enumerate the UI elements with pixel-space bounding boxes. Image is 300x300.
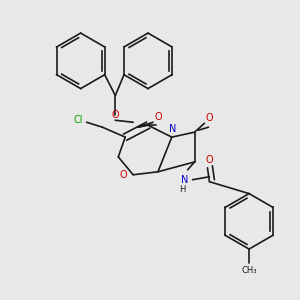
Text: O: O <box>206 155 213 165</box>
Text: N: N <box>169 124 176 134</box>
Text: O: O <box>119 170 127 180</box>
Text: N: N <box>181 175 188 185</box>
Text: CH₃: CH₃ <box>241 266 257 275</box>
Text: O: O <box>112 110 119 120</box>
Text: O: O <box>154 112 162 122</box>
Text: O: O <box>206 113 213 123</box>
Text: Cl: Cl <box>74 115 83 125</box>
Text: H: H <box>179 185 186 194</box>
